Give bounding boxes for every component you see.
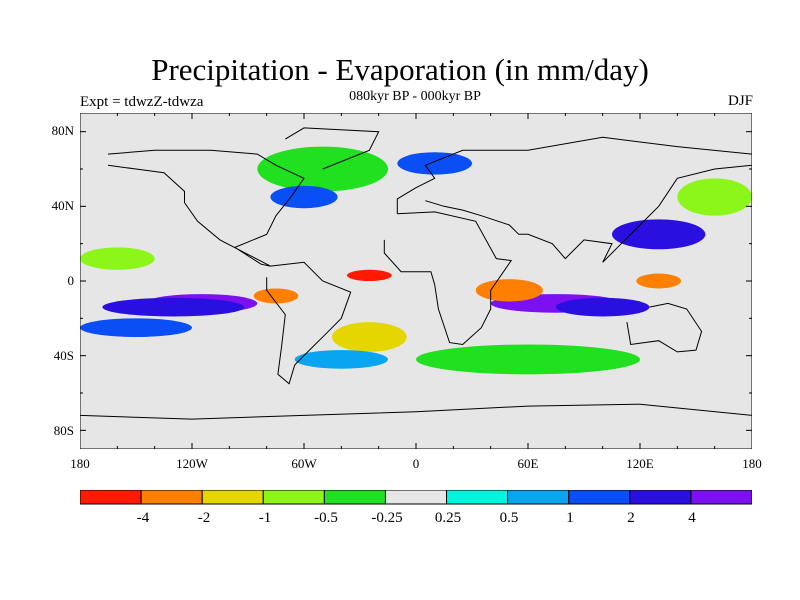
lon-tick-label: 120W	[176, 456, 208, 471]
coastlines	[80, 127, 752, 420]
colorbar-swatch	[323, 490, 386, 505]
colorbar-swatch	[629, 490, 692, 505]
lon-tick-label: 60W	[291, 456, 317, 471]
chart-subtitle: 080kyr BP - 000kyr BP	[349, 89, 481, 104]
coastline	[266, 261, 352, 385]
coastline	[285, 127, 380, 170]
colorbar-swatch	[446, 490, 509, 505]
lon-tick-label: 180	[742, 456, 762, 471]
field-blob	[346, 269, 392, 281]
experiment-label: Expt = tdwzZ-tdwza	[80, 94, 204, 110]
field-blob	[257, 146, 388, 192]
coastline	[80, 403, 752, 420]
lon-tick-label: 60E	[517, 456, 539, 471]
lat-tick-label: 40N	[51, 198, 74, 213]
colorbar-swatch	[140, 490, 203, 505]
lat-tick-label: 80N	[51, 123, 74, 138]
coastline	[626, 302, 703, 353]
field-blob	[80, 247, 155, 270]
colorbar-label: 0.5	[499, 510, 519, 526]
lat-tick-label: 0	[67, 273, 75, 288]
colorbar-label: 4	[688, 510, 696, 526]
field-blob	[612, 219, 706, 250]
field-blob	[294, 350, 388, 369]
field-blob	[397, 152, 472, 175]
colorbar-swatch	[568, 490, 631, 505]
colorbar-swatch	[262, 490, 325, 505]
colorbar-label: 2	[627, 510, 635, 526]
lat-tick-label: 40S	[53, 348, 74, 363]
colorbar-swatch	[80, 490, 142, 505]
colorbar-swatch	[690, 490, 752, 505]
lon-tick-label: 180	[70, 456, 90, 471]
season-label: DJF	[727, 93, 753, 109]
field-blob	[80, 318, 192, 337]
coastline	[107, 149, 305, 267]
lon-tick-label: 0	[412, 456, 420, 471]
colorbar-label: -1	[258, 510, 272, 526]
field-blob	[475, 279, 543, 302]
field-blob	[270, 185, 338, 209]
field-blob	[636, 273, 682, 289]
field-blob	[677, 178, 752, 216]
field-blob	[253, 288, 299, 304]
field-blob	[102, 297, 245, 317]
colorbar-swatch	[507, 490, 570, 505]
colorbar	[80, 490, 752, 505]
coastline	[396, 136, 752, 263]
colorbar-label: -0.5	[314, 510, 338, 526]
colorbar-label: 1	[566, 510, 574, 526]
colorbar-swatch	[201, 490, 264, 505]
colorbar-label: -0.25	[371, 510, 403, 526]
axis-ticks	[80, 113, 752, 449]
map-plot	[80, 113, 752, 449]
colorbar-label: -2	[197, 510, 211, 526]
coastline	[383, 211, 513, 346]
field-blob	[416, 344, 640, 375]
precip-evap-fields	[80, 146, 752, 375]
chart-title: Precipitation - Evaporation (in mm/day)	[151, 52, 649, 87]
colorbar-label: 0.25	[434, 510, 462, 526]
field-blob	[332, 322, 407, 352]
lon-tick-label: 120E	[626, 456, 654, 471]
colorbar-label: -4	[136, 510, 150, 526]
lat-tick-label: 80S	[53, 423, 74, 438]
colorbar-swatch	[384, 490, 448, 505]
field-blob	[556, 297, 650, 317]
